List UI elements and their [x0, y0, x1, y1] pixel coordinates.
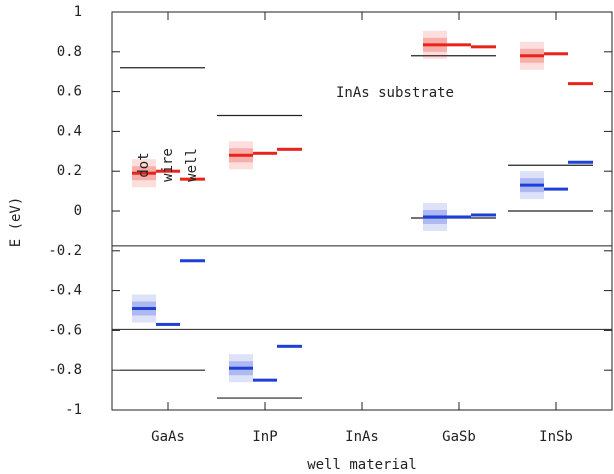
level	[568, 160, 593, 164]
x-tick-label: InAs	[345, 429, 379, 445]
x-tick-label: GaAs	[151, 429, 185, 445]
level	[180, 177, 205, 181]
y-axis-label: E (eV)	[8, 197, 24, 248]
level	[423, 215, 447, 219]
y-tick-label: 0.4	[57, 123, 82, 139]
level	[447, 43, 471, 47]
level	[568, 82, 593, 86]
x-tick-label: InSb	[539, 429, 573, 445]
x-axis-label: well material	[307, 457, 417, 473]
series-label: well	[184, 148, 200, 182]
level	[277, 344, 302, 348]
series-label: wire	[160, 148, 176, 182]
y-tick-label: -0.8	[48, 362, 82, 378]
level	[520, 54, 544, 58]
level	[423, 43, 447, 47]
y-tick-label: 0.8	[57, 44, 82, 60]
y-tick-label: 0	[74, 203, 82, 219]
level	[156, 169, 180, 173]
level	[180, 259, 205, 263]
x-tick-label: GaSb	[442, 429, 476, 445]
level	[544, 52, 568, 56]
x-tick-label: InP	[252, 429, 277, 445]
level	[253, 151, 277, 155]
level	[520, 183, 544, 187]
y-tick-label: -0.6	[48, 322, 82, 338]
level	[132, 171, 156, 175]
y-tick-label: -0.2	[48, 243, 82, 259]
y-tick-label: 0.6	[57, 84, 82, 100]
level	[132, 307, 156, 311]
level	[544, 187, 568, 191]
annotation: InAs substrate	[336, 85, 454, 101]
y-tick-label: -1	[65, 402, 82, 418]
level	[229, 366, 253, 370]
level	[229, 153, 253, 157]
series-label: dot	[136, 152, 152, 177]
level	[253, 378, 277, 382]
y-tick-label: 0.2	[57, 163, 82, 179]
y-tick-label: 1	[74, 4, 82, 20]
level	[447, 215, 471, 219]
level	[471, 213, 496, 217]
level	[471, 45, 496, 49]
level	[277, 147, 302, 151]
y-tick-label: -0.4	[48, 283, 82, 299]
level	[156, 322, 180, 326]
